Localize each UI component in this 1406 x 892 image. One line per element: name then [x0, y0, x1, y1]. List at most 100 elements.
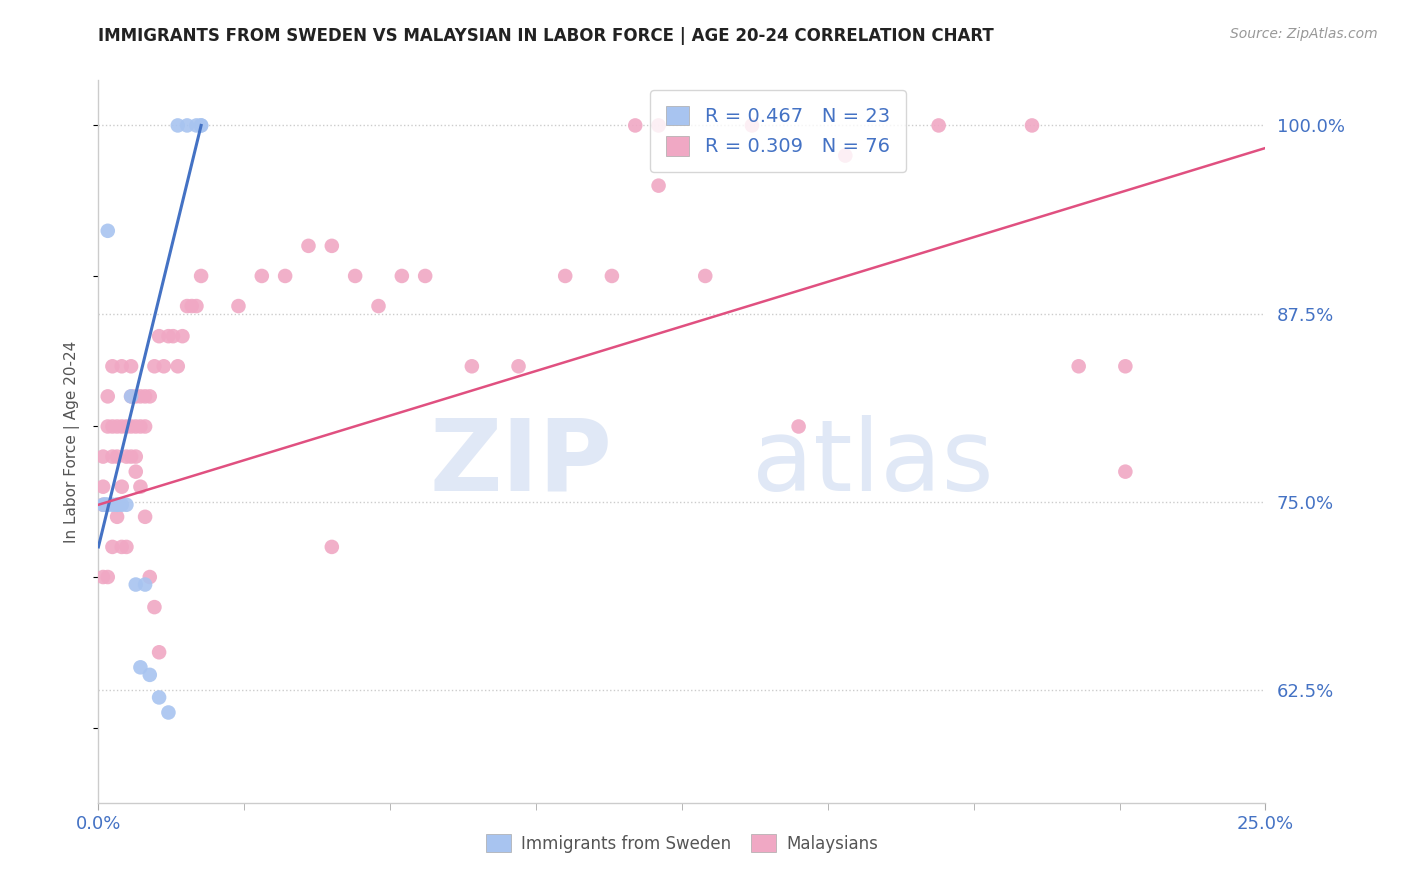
Point — [624, 119, 647, 133]
Point — [152, 359, 174, 374]
Point — [115, 498, 138, 512]
Point — [105, 509, 128, 524]
Point — [105, 498, 128, 512]
Point — [166, 359, 188, 374]
Point — [91, 570, 114, 584]
Point — [115, 419, 138, 434]
Point — [297, 239, 319, 253]
Point — [111, 480, 134, 494]
Point — [647, 178, 669, 193]
Point — [125, 389, 148, 403]
Point — [695, 268, 717, 283]
Point — [129, 480, 152, 494]
Point — [186, 299, 208, 313]
Point — [93, 498, 115, 512]
Point — [101, 498, 124, 512]
Point — [157, 706, 180, 720]
Point — [176, 119, 198, 133]
Text: IMMIGRANTS FROM SWEDEN VS MALAYSIAN IN LABOR FORCE | AGE 20-24 CORRELATION CHART: IMMIGRANTS FROM SWEDEN VS MALAYSIAN IN L… — [98, 27, 994, 45]
Point — [148, 690, 170, 705]
Point — [134, 389, 156, 403]
Point — [120, 419, 142, 434]
Point — [228, 299, 250, 313]
Point — [129, 389, 152, 403]
Point — [120, 389, 142, 403]
Point — [105, 450, 128, 464]
Point — [97, 498, 120, 512]
Point — [111, 540, 134, 554]
Point — [125, 450, 148, 464]
Point — [134, 509, 156, 524]
Point — [321, 540, 343, 554]
Point — [125, 577, 148, 591]
Point — [120, 450, 142, 464]
Point — [129, 419, 152, 434]
Point — [91, 450, 114, 464]
Point — [139, 570, 162, 584]
Point — [96, 498, 118, 512]
Point — [508, 359, 530, 374]
Point — [176, 299, 198, 313]
Point — [105, 498, 128, 512]
Point — [1067, 359, 1090, 374]
Point — [166, 119, 188, 133]
Point — [190, 119, 212, 133]
Point — [190, 119, 212, 133]
Point — [101, 419, 124, 434]
Point — [115, 540, 138, 554]
Point — [787, 419, 810, 434]
Point — [101, 450, 124, 464]
Point — [91, 480, 114, 494]
Point — [554, 268, 576, 283]
Point — [1114, 465, 1136, 479]
Legend: Immigrants from Sweden, Malaysians: Immigrants from Sweden, Malaysians — [479, 828, 884, 860]
Point — [94, 498, 117, 512]
Point — [125, 465, 148, 479]
Point — [120, 389, 142, 403]
Point — [97, 224, 120, 238]
Point — [250, 268, 273, 283]
Point — [186, 119, 208, 133]
Point — [97, 570, 120, 584]
Point — [143, 359, 166, 374]
Point — [367, 299, 389, 313]
Point — [413, 268, 436, 283]
Point — [139, 668, 162, 682]
Point — [105, 419, 128, 434]
Point — [274, 268, 297, 283]
Point — [180, 299, 202, 313]
Point — [461, 359, 484, 374]
Point — [162, 329, 184, 343]
Point — [101, 359, 124, 374]
Point — [97, 419, 120, 434]
Point — [148, 329, 170, 343]
Point — [741, 119, 763, 133]
Point — [115, 450, 138, 464]
Point — [834, 148, 856, 162]
Point — [172, 329, 194, 343]
Point — [1021, 119, 1043, 133]
Point — [139, 389, 162, 403]
Point — [391, 268, 413, 283]
Point — [134, 577, 156, 591]
Point — [600, 268, 623, 283]
Point — [647, 119, 669, 133]
Point — [129, 660, 152, 674]
Point — [125, 419, 148, 434]
Point — [321, 239, 343, 253]
Point — [344, 268, 367, 283]
Point — [91, 498, 114, 512]
Point — [928, 119, 950, 133]
Text: atlas: atlas — [752, 415, 994, 512]
Point — [111, 498, 134, 512]
Point — [97, 389, 120, 403]
Point — [157, 329, 180, 343]
Point — [120, 359, 142, 374]
Point — [148, 645, 170, 659]
Point — [134, 419, 156, 434]
Point — [190, 268, 212, 283]
Point — [101, 540, 124, 554]
Point — [111, 419, 134, 434]
Point — [111, 359, 134, 374]
Text: ZIP: ZIP — [429, 415, 612, 512]
